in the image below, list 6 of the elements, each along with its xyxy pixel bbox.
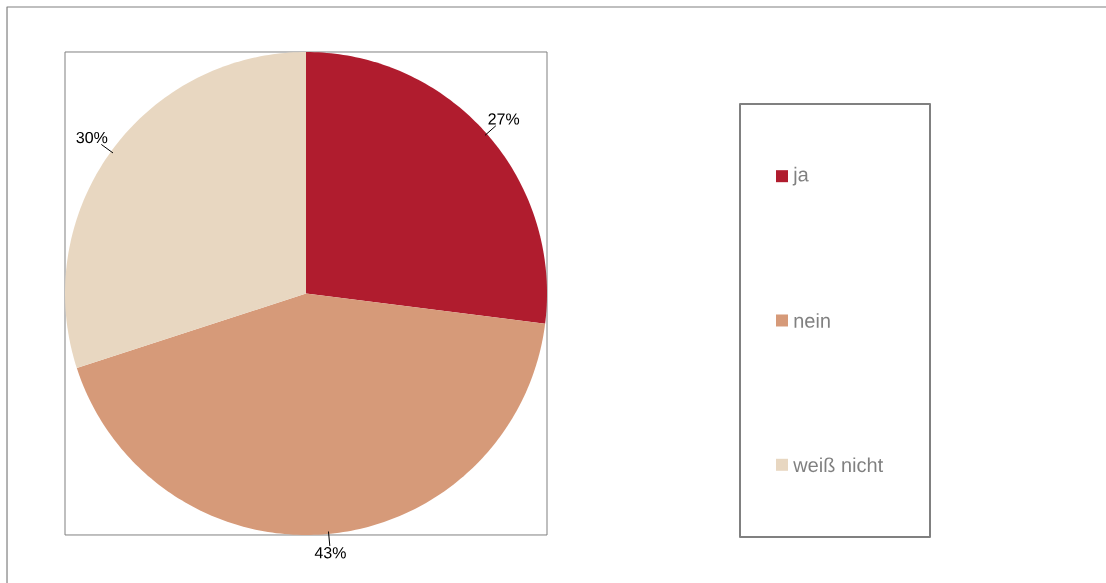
legend-label: nein: [794, 313, 830, 328]
legend-label: weiß nicht: [793, 457, 884, 473]
data-label: 27%: [488, 113, 520, 125]
data-label: 30%: [76, 131, 108, 144]
legend-label: ja: [792, 166, 809, 186]
data-label: 43%: [314, 547, 346, 559]
